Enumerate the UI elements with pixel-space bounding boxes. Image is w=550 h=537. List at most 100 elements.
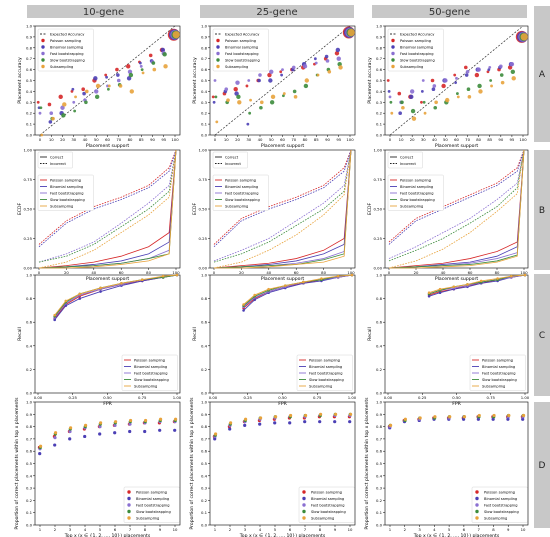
roc-point <box>53 318 56 322</box>
data-point <box>347 28 355 37</box>
data-point <box>60 105 65 110</box>
legend-label: Binomial sampling <box>225 185 258 189</box>
legend-label: Fast bootstrapping <box>134 371 168 375</box>
data-point <box>477 413 481 418</box>
x-tick-label: 80 <box>321 270 326 275</box>
data-point <box>39 106 43 110</box>
y-tick-label: 0.2 <box>376 498 383 503</box>
data-point <box>448 415 452 419</box>
data-point <box>490 84 493 88</box>
x-tick-label: 0 <box>213 270 216 275</box>
legend-label: Poisson sampling <box>400 39 431 43</box>
data-point <box>228 427 232 431</box>
ecdf-incorrect-line <box>388 149 525 259</box>
panel-B-25-gene: 0.00 0.25 0.50 0.75 1.00 0 20 40 60 80 100 Correct I… <box>192 148 356 282</box>
data-point <box>349 412 353 416</box>
column-header-bar <box>200 5 354 18</box>
legend-label: Slow bootstrapping <box>400 198 435 202</box>
data-point <box>116 78 121 83</box>
data-point <box>467 95 472 99</box>
x-tick-label: 80 <box>128 137 133 142</box>
x-tick-label: 60 <box>105 137 110 142</box>
legend-label: Expected Accuracy <box>50 32 85 36</box>
x-tick-label: 0 <box>388 270 391 275</box>
roc-point <box>161 274 165 278</box>
data-point <box>316 73 320 77</box>
x-tick-label: 40 <box>83 137 88 142</box>
x-tick-label: 0.75 <box>138 395 147 400</box>
legend-box <box>123 486 180 523</box>
legend-marker <box>41 38 45 43</box>
roc-point <box>99 290 102 293</box>
data-point <box>98 425 102 429</box>
y-tick-label: 0.0 <box>201 523 208 528</box>
data-point <box>173 428 177 432</box>
legend-label: Poisson sampling <box>50 39 81 43</box>
roc-point <box>64 299 68 303</box>
data-point <box>115 67 119 72</box>
legend-label: Slow bootstrapping <box>225 198 260 202</box>
y-tick-label: 0.8 <box>201 296 208 301</box>
x-tick-label: 90 <box>325 137 330 142</box>
panel-B-10-gene: 0.00 0.25 0.50 0.75 1.00 0 20 40 60 80 100 Correct I… <box>17 148 181 282</box>
data-point <box>270 94 276 100</box>
data-point <box>389 423 393 427</box>
roc-point <box>78 297 81 300</box>
roc-point <box>336 274 340 278</box>
x-axis-label: FPR <box>103 401 112 407</box>
x-tick-label: 85 <box>139 137 144 142</box>
data-point <box>70 90 74 93</box>
data-point <box>389 100 393 104</box>
legend-label: Binomial sampling <box>400 45 433 49</box>
legend-label: Poisson sampling <box>400 178 431 182</box>
row-label: C <box>539 331 545 341</box>
data-point <box>258 73 262 77</box>
y-tick-label: 0.7 <box>376 56 383 61</box>
roc-point <box>523 273 527 277</box>
y-tick-label: 0.8 <box>201 45 208 50</box>
roc-point <box>427 291 431 295</box>
x-axis-label: Top x (x ∈ {1, 2, ..., 10}) placements <box>64 533 151 537</box>
data-point <box>39 444 43 448</box>
data-point <box>433 105 438 110</box>
roc-point <box>175 273 179 277</box>
data-point <box>113 423 117 427</box>
legend-marker <box>302 516 306 520</box>
y-tick-label: 0.50 <box>374 207 383 212</box>
row-label-bar <box>534 402 550 528</box>
data-point <box>62 102 67 107</box>
legend-label: Slow bootstrapping <box>484 510 519 514</box>
panel-A-10-gene: 0.0 0.1 0.2 0.3 0.4 0.5 0.6 0.7 0.8 0.9 1.0 0 10 20 30… <box>17 24 181 149</box>
data-point <box>430 78 435 83</box>
data-point <box>325 59 330 63</box>
data-point <box>233 87 238 92</box>
data-point <box>334 412 338 416</box>
x-tick-label: 60 <box>119 270 124 275</box>
data-point <box>72 100 76 104</box>
ecdf-incorrect-line <box>38 149 177 248</box>
data-point <box>214 95 218 99</box>
legend-box <box>212 151 248 169</box>
data-point <box>314 61 318 65</box>
data-point <box>259 416 263 420</box>
data-point <box>411 116 417 121</box>
column-header-label: 10-gene <box>83 7 124 18</box>
y-tick-label: 0.3 <box>26 486 33 491</box>
data-point <box>213 437 217 441</box>
x-tick-label: 0.50 <box>103 395 112 400</box>
x-axis-label: FPR <box>452 401 461 407</box>
roc-line <box>428 274 526 294</box>
row-label-bar <box>534 150 550 270</box>
y-axis-label: Recall <box>192 327 198 341</box>
legend-label: Slow bootstrapping <box>50 58 85 62</box>
x-tick-label: 10 <box>521 527 526 532</box>
x-tick-label: 10 <box>173 527 178 532</box>
roc-point <box>438 287 442 291</box>
legend-marker <box>302 509 306 514</box>
data-point <box>163 64 168 69</box>
legend-label: Fast bootstrapping <box>50 52 84 56</box>
legend-label: Fast bootstrapping <box>311 503 345 507</box>
panel-D-50-gene: 0.0 0.1 0.2 0.3 0.4 0.5 0.6 0.7 0.8 0.9 1.0 1 2 3 4 5 6 7… <box>364 397 529 537</box>
y-tick-label: 0.2 <box>201 111 208 116</box>
